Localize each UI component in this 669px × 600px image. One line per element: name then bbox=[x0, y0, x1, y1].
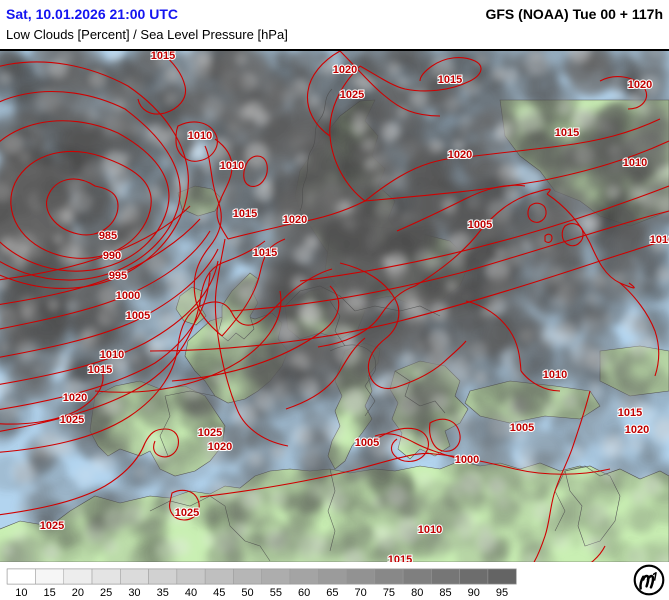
svg-text:1020: 1020 bbox=[628, 79, 652, 91]
svg-text:30: 30 bbox=[128, 587, 140, 599]
svg-text:90: 90 bbox=[468, 587, 480, 599]
svg-text:85: 85 bbox=[439, 587, 451, 599]
svg-text:1015: 1015 bbox=[151, 51, 175, 62]
svg-text:1025: 1025 bbox=[40, 520, 64, 532]
svg-text:1015: 1015 bbox=[253, 247, 277, 259]
svg-text:65: 65 bbox=[326, 587, 338, 599]
svg-text:10: 10 bbox=[15, 587, 27, 599]
svg-text:1005: 1005 bbox=[355, 437, 379, 449]
svg-text:70: 70 bbox=[355, 587, 367, 599]
svg-text:1010: 1010 bbox=[220, 160, 244, 172]
svg-text:1010: 1010 bbox=[623, 157, 647, 169]
svg-text:45: 45 bbox=[213, 587, 225, 599]
svg-text:1020: 1020 bbox=[208, 441, 232, 453]
svg-text:1020: 1020 bbox=[63, 392, 87, 404]
svg-text:1015: 1015 bbox=[618, 407, 642, 419]
svg-text:1005: 1005 bbox=[510, 422, 534, 434]
svg-text:50: 50 bbox=[241, 587, 253, 599]
svg-text:985: 985 bbox=[99, 230, 117, 242]
svg-text:1015: 1015 bbox=[555, 127, 579, 139]
svg-text:1015: 1015 bbox=[233, 208, 257, 220]
svg-text:1015: 1015 bbox=[88, 364, 112, 376]
svg-text:55: 55 bbox=[270, 587, 282, 599]
svg-text:1025: 1025 bbox=[198, 427, 222, 439]
svg-text:1005: 1005 bbox=[126, 310, 150, 322]
svg-text:1025: 1025 bbox=[175, 507, 199, 519]
svg-text:25: 25 bbox=[100, 587, 112, 599]
svg-text:1020: 1020 bbox=[625, 424, 649, 436]
svg-text:95: 95 bbox=[496, 587, 508, 599]
svg-text:1010: 1010 bbox=[650, 234, 669, 246]
svg-text:990: 990 bbox=[103, 250, 121, 262]
svg-text:1010: 1010 bbox=[418, 524, 442, 536]
svg-text:995: 995 bbox=[109, 270, 127, 282]
svg-text:20: 20 bbox=[72, 587, 84, 599]
svg-text:1025: 1025 bbox=[60, 414, 84, 426]
svg-text:60: 60 bbox=[298, 587, 310, 599]
svg-text:1005: 1005 bbox=[468, 219, 492, 231]
svg-text:1010: 1010 bbox=[543, 369, 567, 381]
svg-text:80: 80 bbox=[411, 587, 423, 599]
svg-text:1025: 1025 bbox=[340, 89, 364, 101]
svg-text:1015: 1015 bbox=[438, 74, 462, 86]
svg-text:15: 15 bbox=[43, 587, 55, 599]
svg-text:1020: 1020 bbox=[448, 149, 472, 161]
svg-text:1000: 1000 bbox=[116, 290, 140, 302]
svg-text:1010: 1010 bbox=[188, 130, 212, 142]
svg-text:1010: 1010 bbox=[100, 349, 124, 361]
svg-text:35: 35 bbox=[157, 587, 169, 599]
svg-text:1020: 1020 bbox=[333, 64, 357, 76]
svg-text:40: 40 bbox=[185, 587, 197, 599]
svg-text:1000: 1000 bbox=[455, 454, 479, 466]
svg-text:75: 75 bbox=[383, 587, 395, 599]
svg-text:1020: 1020 bbox=[283, 214, 307, 226]
